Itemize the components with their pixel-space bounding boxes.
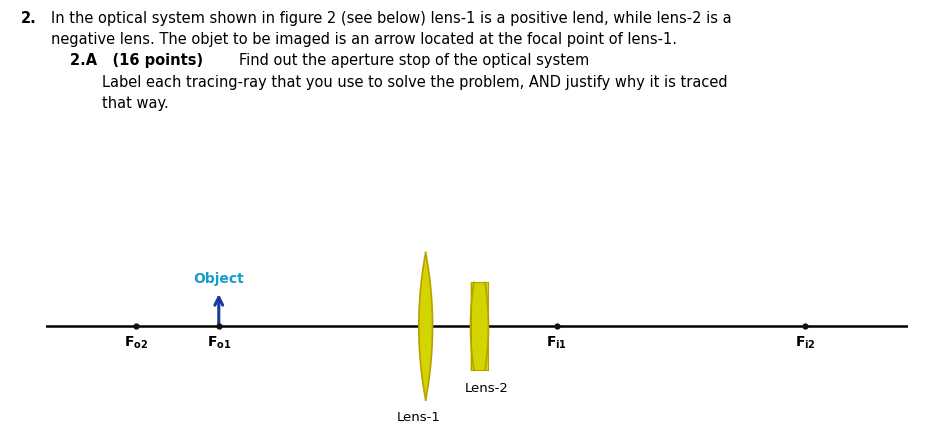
Text: Label each tracing-ray that you use to solve the problem, AND justify why it is : Label each tracing-ray that you use to s…	[102, 75, 728, 89]
Polygon shape	[471, 283, 489, 370]
Text: negative lens. The objet to be imaged is an arrow located at the focal point of : negative lens. The objet to be imaged is…	[51, 32, 677, 47]
Text: Object: Object	[194, 271, 244, 285]
Text: 2.: 2.	[20, 11, 36, 26]
Text: Lens-2: Lens-2	[464, 381, 508, 394]
Text: In the optical system shown in figure 2 (see below) lens-1 is a positive lend, w: In the optical system shown in figure 2 …	[51, 11, 731, 26]
Polygon shape	[419, 253, 433, 400]
Text: Lens-1: Lens-1	[397, 411, 440, 423]
Text: that way.: that way.	[102, 96, 169, 111]
Text: 2.A   (16 points): 2.A (16 points)	[70, 53, 203, 68]
Text: $\mathbf{F_{o1}}$: $\mathbf{F_{o1}}$	[207, 334, 231, 351]
Polygon shape	[471, 283, 489, 370]
Text: $\mathbf{F_{o2}}$: $\mathbf{F_{o2}}$	[124, 334, 148, 351]
Text: $\mathbf{F_{i1}}$: $\mathbf{F_{i1}}$	[546, 334, 567, 351]
Text: $\mathbf{F_{i2}}$: $\mathbf{F_{i2}}$	[794, 334, 816, 351]
Text: Find out the aperture stop of the optical system: Find out the aperture stop of the optica…	[239, 53, 590, 68]
